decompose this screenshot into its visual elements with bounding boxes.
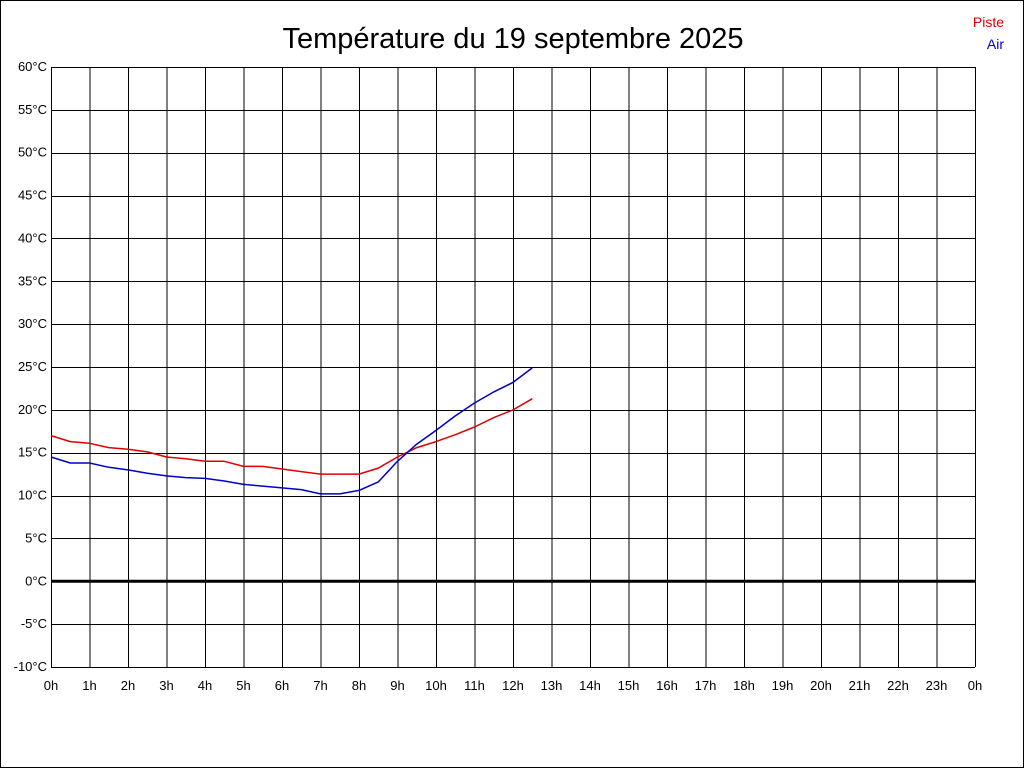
x-tick-label: 0h — [44, 678, 58, 693]
y-tick-label: 55°C — [18, 102, 47, 117]
x-tick-label: 21h — [849, 678, 871, 693]
y-tick-label: 5°C — [25, 530, 47, 545]
x-tick-label: 22h — [887, 678, 909, 693]
x-tick-label: 13h — [541, 678, 563, 693]
x-tick-label: 0h — [968, 678, 982, 693]
y-tick-label: 45°C — [18, 188, 47, 203]
x-tick-label: 11h — [464, 678, 485, 693]
y-tick-label: -5°C — [21, 616, 47, 631]
x-tick-label: 6h — [275, 678, 289, 693]
y-tick-label: 60°C — [18, 59, 47, 74]
y-tick-label: -10°C — [14, 659, 47, 674]
y-tick-label: 50°C — [18, 145, 47, 160]
series-line-piste — [50, 398, 533, 475]
y-axis-ticks: 60°C 55°C 50°C 45°C 40°C 35°C 30°C 25°C 20°C 15°C… — [14, 59, 47, 674]
legend: Piste Air — [973, 14, 1004, 52]
x-tick-label: 19h — [772, 678, 794, 693]
x-tick-label: 20h — [810, 678, 832, 693]
x-tick-label: 14h — [579, 678, 601, 693]
x-tick-label: 8h — [352, 678, 366, 693]
y-tick-label: 25°C — [18, 359, 47, 374]
y-tick-label: 0°C — [25, 573, 47, 588]
x-tick-label: 3h — [159, 678, 173, 693]
x-tick-label: 15h — [618, 678, 640, 693]
y-tick-label: 40°C — [18, 230, 47, 245]
y-tick-label: 10°C — [18, 488, 47, 503]
x-tick-label: 23h — [926, 678, 948, 693]
x-tick-label: 7h — [313, 678, 327, 693]
x-axis-ticks: 0h 1h 2h 3h 4h 5h 6h 7h 8h 9h 10h 11h 12h 13h 14h 15h 16… — [44, 678, 982, 693]
legend-item-air: Air — [987, 36, 1004, 52]
x-tick-label: 5h — [236, 678, 250, 693]
x-tick-label: 4h — [198, 678, 212, 693]
chart-title: Température du 19 septembre 2025 — [282, 23, 743, 55]
x-tick-label: 17h — [695, 678, 717, 693]
y-tick-label: 35°C — [18, 273, 47, 288]
series-line-air — [50, 367, 533, 495]
x-tick-label: 9h — [390, 678, 404, 693]
legend-item-piste: Piste — [973, 14, 1004, 30]
x-tick-label: 2h — [121, 678, 135, 693]
y-tick-label: 30°C — [18, 316, 47, 331]
y-tick-label: 20°C — [18, 402, 47, 417]
x-tick-label: 18h — [733, 678, 755, 693]
x-tick-label: 10h — [425, 678, 447, 693]
grid — [51, 67, 976, 668]
series-lines — [50, 367, 533, 495]
x-tick-label: 12h — [502, 678, 524, 693]
x-tick-label: 16h — [656, 678, 678, 693]
x-tick-label: 1h — [82, 678, 96, 693]
y-tick-label: 15°C — [18, 445, 47, 460]
